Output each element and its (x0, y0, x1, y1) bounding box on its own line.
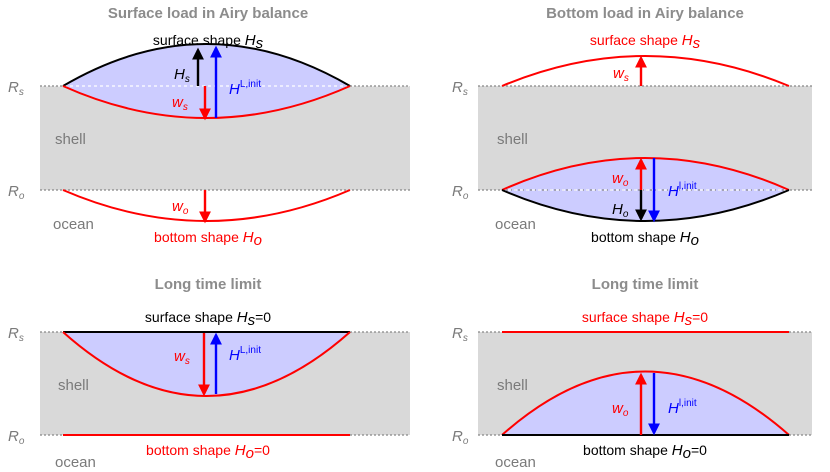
surface-shape-label: surface shape Hs (590, 32, 701, 52)
panel-title: Long time limit (155, 276, 262, 293)
surface-shape-label: surface shape Hs=0 (145, 309, 271, 329)
panel-title: Long time limit (592, 276, 699, 293)
Ro-label: Ro (452, 183, 469, 202)
bottom-shape-label: bottom shape Ho=0 (583, 442, 707, 462)
Ro-label: Ro (8, 428, 25, 447)
Ro-label: Ro (452, 428, 469, 447)
Rs-label: Rs (8, 325, 24, 344)
bottom-shape-label: bottom shape Ho (591, 229, 699, 249)
surface-shape-label: surface shape Hs (153, 32, 264, 52)
panel-bottom-load: Bottom load in Airy balance surface shap… (452, 5, 812, 249)
panel-title: Surface load in Airy balance (108, 5, 308, 22)
Hl-init-label: Hl,init (668, 398, 697, 417)
Rs-label: Rs (452, 79, 468, 98)
shell-bottom-deflection-curve (501, 370, 790, 436)
surface-shape-curve (62, 43, 351, 87)
Rs-label: Rs (452, 325, 468, 344)
bottom-shape-curve (62, 189, 351, 222)
wo-label: wo (172, 198, 189, 217)
Ro-label: Ro (8, 183, 25, 202)
shell-label: shell (497, 131, 528, 148)
surface-shape-label: surface shape Hs=0 (582, 309, 708, 329)
panel-long-time-surface: Long time limit surface shape Hs=0 ws HL… (8, 276, 410, 471)
ocean-label: ocean (53, 216, 94, 233)
shell-label: shell (58, 377, 89, 394)
Hl-init-label: Hl,init (668, 181, 697, 200)
shell-label: shell (55, 131, 86, 148)
Ho-label: Ho (612, 201, 629, 220)
ws-label: ws (174, 348, 190, 367)
bottom-shape-label: bottom shape Ho=0 (146, 442, 270, 462)
ocean-label: ocean (55, 454, 96, 471)
panel-title: Bottom load in Airy balance (546, 5, 744, 22)
bottom-load-region (502, 158, 789, 221)
ws-label: ws (172, 94, 188, 113)
ws-label: ws (613, 65, 629, 84)
HL-init-label: HL,init (229, 79, 261, 98)
surface-load-region (63, 44, 350, 118)
panel-surface-load: Surface load in Airy balance surface sha… (8, 5, 410, 249)
HL-init-label: HL,init (229, 345, 261, 364)
bottom-shape-label: bottom shape Ho (154, 229, 262, 249)
wo-label: wo (612, 400, 629, 419)
ocean-label: ocean (495, 216, 536, 233)
wo-label: wo (612, 170, 629, 189)
shell-label: shell (497, 377, 528, 394)
surface-shape-curve (501, 55, 790, 87)
Hs-label: Hs (174, 66, 190, 85)
panel-long-time-bottom: Long time limit surface shape Hs=0 wo Hl… (452, 276, 812, 471)
Rs-label: Rs (8, 79, 24, 98)
ocean-label: ocean (495, 454, 536, 471)
